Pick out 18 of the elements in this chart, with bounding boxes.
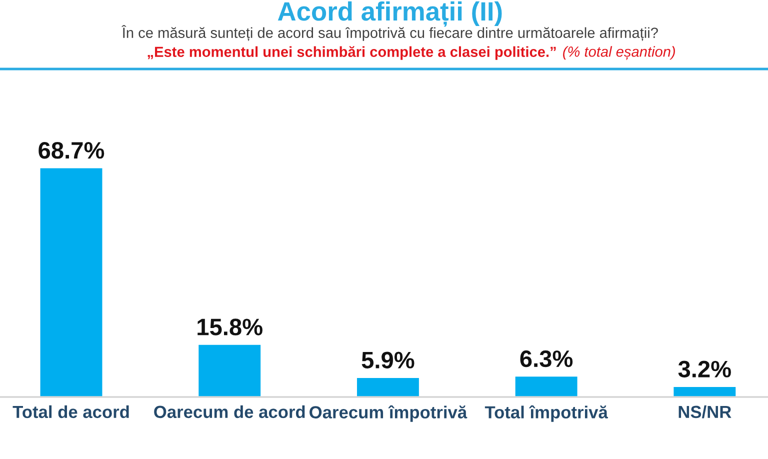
bar bbox=[672, 386, 738, 397]
data-label: 15.8% bbox=[198, 318, 262, 336]
x-tick-label: Oarecum împotrivă bbox=[310, 405, 468, 422]
bar bbox=[38, 166, 104, 397]
data-label: 5.9% bbox=[362, 352, 414, 368]
text: „Este momentul unei schimbări complete a clasei politice.” bbox=[148, 46, 556, 60]
data-label: 6.3% bbox=[520, 350, 573, 368]
x-tick-label: Oarecum de acord bbox=[154, 405, 305, 418]
text: (% total eșantion) bbox=[563, 46, 675, 60]
x-tick-label: NS/NR bbox=[678, 405, 732, 418]
bar bbox=[197, 344, 262, 397]
bar bbox=[514, 375, 579, 397]
data-label: 3.2% bbox=[678, 360, 731, 378]
x-tick-label: Total împotrivă bbox=[484, 405, 608, 422]
bar bbox=[356, 376, 420, 397]
chart-title: Acord afirmații (II) bbox=[278, 1, 502, 27]
x-tick-label: Total de acord bbox=[12, 405, 129, 418]
data-label: 68.7% bbox=[38, 142, 104, 159]
